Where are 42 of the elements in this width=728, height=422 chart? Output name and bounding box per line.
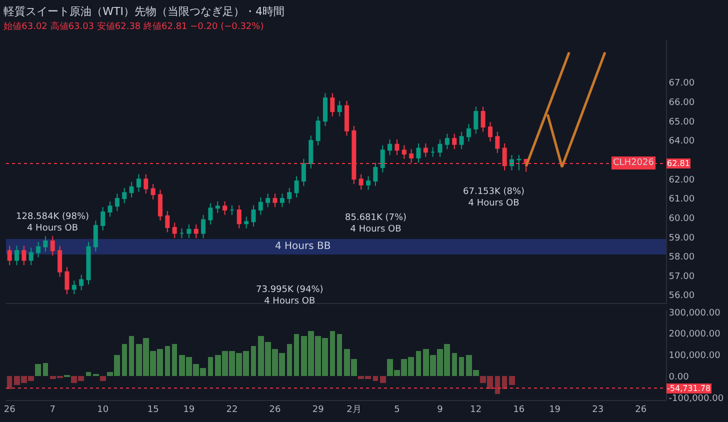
annotation: 85.681K (7%) 4 Hours OB bbox=[345, 213, 407, 235]
y-tick-label: 61.00 bbox=[668, 194, 695, 205]
x-tick-label: 5 bbox=[394, 404, 400, 415]
x-tick-label: 7 bbox=[50, 404, 56, 415]
chart-title: 軽質スイート原油（WTI）先物（当限つなぎ足）・4時間 bbox=[4, 4, 284, 18]
chart-subtitle: 始値63.02 高値63.03 安値62.38 終値62.81 −0.20 (−0.32%) bbox=[4, 21, 264, 32]
y-tick-label: 62.00 bbox=[668, 175, 695, 186]
y-tick-label: 59.00 bbox=[668, 233, 695, 244]
x-tick-label: 26 bbox=[269, 404, 282, 415]
x-tick-label: 19 bbox=[549, 404, 561, 415]
x-tick-label: 15 bbox=[147, 404, 159, 415]
x-tick-label: 26 bbox=[635, 404, 647, 415]
x-tick-label: 22 bbox=[226, 404, 238, 415]
y-tick-label: 56.00 bbox=[668, 291, 695, 302]
x-tick-label: 12 bbox=[470, 404, 482, 415]
y-tick-label: 57.00 bbox=[668, 272, 695, 282]
y-tick-label: 60.00 bbox=[668, 214, 695, 224]
x-tick-label: 29 bbox=[312, 404, 324, 415]
ref-line-label: -54,731.78 bbox=[667, 384, 711, 393]
y-tick-label: 0.00 bbox=[668, 372, 690, 383]
annotation: 73.995K (94%) 4 Hours OB bbox=[256, 285, 324, 307]
y-tick-label: 100,000.00 bbox=[668, 351, 721, 362]
annotation: CLH2026 bbox=[613, 158, 654, 168]
y-tick-label: -100,000.00 bbox=[668, 394, 724, 404]
annotation: 67.153K (8%) 4 Hours OB bbox=[463, 187, 525, 209]
x-tick-label: 2月 bbox=[346, 404, 362, 415]
x-tick-label: 26 bbox=[4, 404, 16, 415]
band-label: 4 Hours BB bbox=[275, 241, 331, 252]
x-tick-label: 19 bbox=[183, 404, 195, 415]
y-tick-label: 300,000.00 bbox=[668, 308, 721, 318]
x-tick-label: 9 bbox=[437, 404, 444, 415]
y-tick-label: 200,000.00 bbox=[668, 330, 721, 340]
x-tick-label: 10 bbox=[97, 404, 109, 415]
y-tick-label: 65.00 bbox=[668, 117, 695, 128]
y-tick-label: 67.00 bbox=[668, 78, 695, 89]
annotation: 128.584K (98%) 4 Hours OB bbox=[16, 212, 90, 234]
ref-line-label: 62.81 bbox=[667, 159, 690, 168]
y-tick-label: 58.00 bbox=[668, 252, 695, 263]
x-tick-label: 23 bbox=[592, 404, 604, 415]
y-tick-label: 66.00 bbox=[668, 98, 695, 108]
y-tick-label: 64.00 bbox=[668, 136, 695, 147]
x-tick-label: 16 bbox=[513, 404, 525, 415]
